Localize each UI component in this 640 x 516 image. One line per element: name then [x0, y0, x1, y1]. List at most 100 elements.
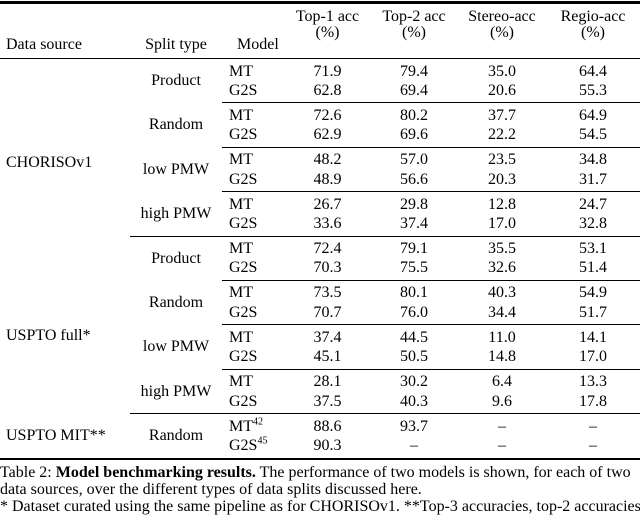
caption-footnote: * Dataset curated using the same pipelin… [0, 497, 640, 515]
value-cell: 90.3 [313, 436, 342, 454]
citation-ref: 42 [253, 416, 263, 428]
value-cell: 71.9 [313, 62, 342, 80]
header-row: Data source Split type Model Top-1 acc (… [0, 3, 640, 59]
split-type-cell: high PMW [140, 382, 212, 400]
value-cell: 14.1 [546, 324, 640, 348]
value-cell: 79.1 [370, 235, 458, 259]
data-source-cell: USPTO MIT** [6, 426, 106, 444]
model-cell: MT [222, 59, 285, 81]
value-cell: 32.6 [488, 259, 516, 277]
table-row: G2S45 90.3 – – – [0, 436, 640, 458]
value-cell: 48.9 [313, 170, 342, 188]
table-header: Data source Split type Model Top-1 acc (… [0, 3, 640, 59]
value-cell: 26.7 [285, 191, 370, 214]
value-cell: 11.0 [458, 324, 546, 348]
citation-ref: 45 [257, 435, 268, 447]
value-cell: 88.6 [285, 413, 370, 436]
table-body: CHORISOv1 Product MT 71.9 79.4 35.0 64.4 G2S 62.… [0, 59, 640, 458]
model-name: G2S [229, 170, 258, 188]
model-cell: G2S [222, 258, 285, 280]
value-cell: – [458, 413, 546, 436]
value-cell: 75.5 [400, 259, 428, 277]
table-bottom-rule [0, 457, 640, 460]
table-row: G2S 62.8 69.4 20.6 55.3 [0, 81, 640, 103]
value-cell: 64.4 [579, 62, 607, 80]
caption-label: Table 2: [0, 463, 52, 481]
value-cell: 70.7 [313, 303, 342, 321]
value-cell: 28.1 [285, 368, 370, 392]
value-cell: 69.4 [400, 81, 428, 99]
benchmark-table: Data source Split type Model Top-1 acc (… [0, 3, 640, 458]
value-cell: 57.0 [370, 146, 458, 170]
model-name: G2S [229, 81, 258, 99]
split-type-cell: low PMW [142, 338, 210, 356]
header-stereo-line2: (%) [490, 23, 514, 41]
model-cell: MT [222, 235, 285, 259]
header-data-source: Data source [0, 3, 130, 59]
value-cell: 22.2 [488, 126, 516, 144]
caption-text: The performance of two models is shown, … [0, 463, 631, 498]
value-cell: 17.8 [579, 392, 607, 410]
value-cell: 37.7 [458, 102, 546, 126]
split-type-cell: Random [148, 294, 204, 311]
model-name: MT [229, 328, 253, 346]
model-cell: G2S [222, 214, 285, 236]
header-top2-acc: Top-2 acc (%) [370, 3, 458, 59]
value-cell: 54.5 [579, 126, 607, 144]
table-row: G2S 45.1 50.5 14.8 17.0 [0, 347, 640, 369]
value-cell: 50.5 [400, 348, 428, 366]
split-type-cell: high PMW [140, 204, 212, 222]
value-cell: 37.4 [400, 214, 428, 232]
header-regio-line1: Regio-acc [560, 7, 626, 25]
value-cell: 37.5 [313, 392, 342, 410]
table-row: high PMW MT 28.1 30.2 6.4 13.3 [0, 368, 640, 400]
model-name: MT [229, 195, 253, 213]
model-cell: MT [222, 146, 285, 170]
value-cell: 54.9 [546, 279, 640, 303]
value-cell: 56.6 [400, 170, 428, 188]
split-type-cell: Product [130, 235, 222, 281]
table-row: G2S 37.5 40.3 9.6 17.8 [0, 392, 640, 414]
model-cell: G2S45 [222, 436, 285, 458]
model-name: MT [229, 284, 253, 302]
table-row: G2S 33.6 37.4 17.0 32.8 [0, 214, 640, 236]
table-row: low PMW MT 48.2 57.0 23.5 34.8 [0, 146, 640, 178]
value-cell: 9.6 [492, 392, 512, 410]
table-row: high PMW MT 26.7 29.8 12.8 24.7 [0, 191, 640, 222]
table-caption: Table 2: Model benchmarking results. The… [0, 464, 640, 498]
value-cell: 64.9 [546, 102, 640, 126]
value-cell: 17.0 [488, 214, 516, 232]
value-cell: 69.6 [400, 126, 428, 144]
value-cell: 20.6 [488, 81, 516, 99]
value-cell: 48.2 [285, 146, 370, 170]
value-cell: 70.3 [313, 259, 342, 277]
model-cell: MT [222, 102, 285, 126]
data-source-cell: CHORISOv1 [6, 153, 93, 171]
model-name: G2S [229, 126, 258, 144]
value-cell: 62.9 [313, 126, 342, 144]
header-top2-line2: (%) [402, 23, 426, 41]
value-cell: 32.8 [579, 214, 607, 232]
model-cell: G2S [222, 170, 285, 192]
value-cell: 55.3 [579, 81, 607, 99]
value-cell: 80.2 [370, 102, 458, 126]
value-cell: 23.5 [458, 146, 546, 170]
header-stereo-acc: Stereo-acc (%) [458, 3, 546, 59]
header-top1-line1: Top-1 acc [295, 7, 360, 25]
model-name: MT [229, 106, 253, 124]
table-row: G2S 62.9 69.6 22.2 54.5 [0, 125, 640, 147]
header-split-type: Split type [130, 3, 222, 59]
model-name: G2S [229, 348, 258, 366]
value-cell: 35.5 [458, 235, 546, 259]
value-cell: 72.4 [285, 235, 370, 259]
table-row: G2S 70.3 75.5 32.6 51.4 [0, 258, 640, 280]
value-cell: 40.3 [458, 279, 546, 303]
model-cell: G2S [222, 347, 285, 369]
table-row: G2S 48.9 56.6 20.3 31.7 [0, 170, 640, 192]
value-cell: 53.1 [546, 235, 640, 259]
value-cell: 13.3 [546, 368, 640, 392]
model-cell: G2S [222, 81, 285, 103]
table-row: USPTO full* Product MT 72.4 79.1 35.5 53.1 [0, 235, 640, 344]
model-name: MT [229, 417, 253, 435]
